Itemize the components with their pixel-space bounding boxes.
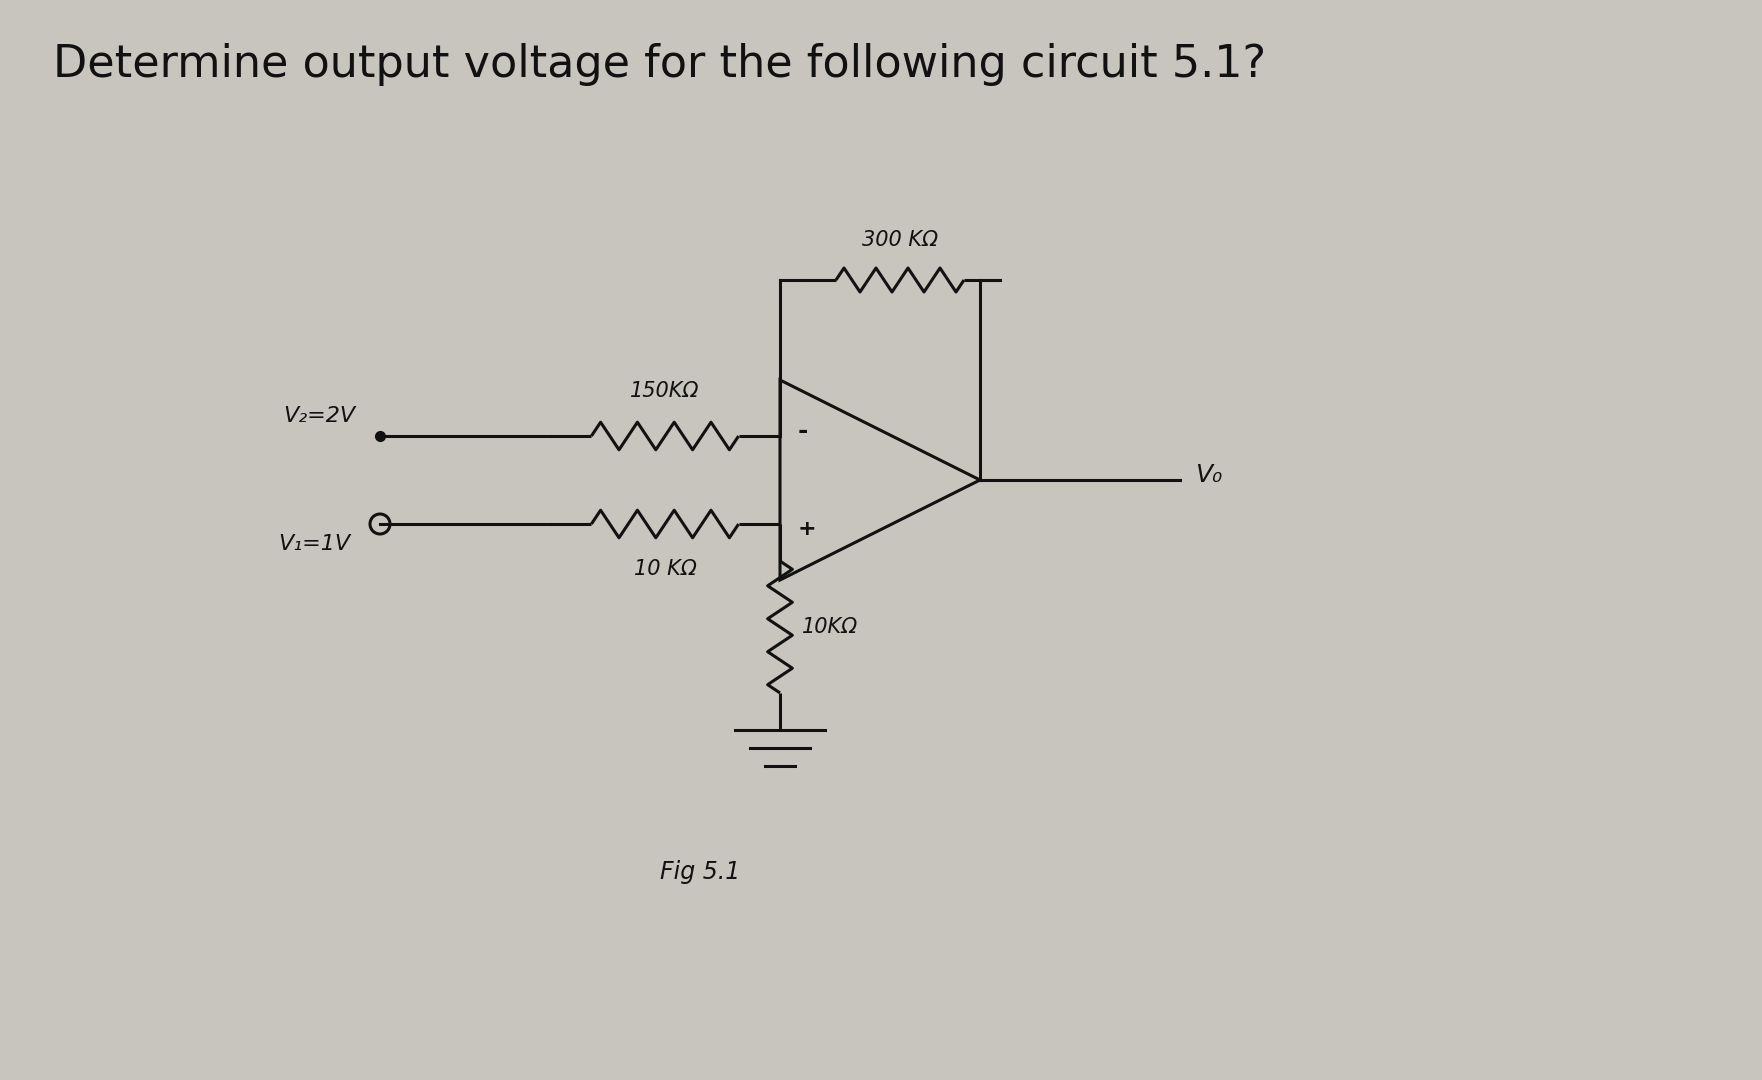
Text: 10 KΩ: 10 KΩ [634,559,696,579]
Text: +: + [798,519,816,539]
Text: Fig 5.1: Fig 5.1 [661,860,740,885]
Text: -: - [798,419,809,443]
Text: Determine output voltage for the following circuit 5.1?: Determine output voltage for the followi… [53,43,1265,86]
Text: 150KΩ: 150KΩ [631,381,700,401]
Text: V₀: V₀ [1195,463,1223,487]
Text: 10KΩ: 10KΩ [802,617,858,637]
Text: 300 KΩ: 300 KΩ [862,230,937,249]
Text: V₁=1V: V₁=1V [278,534,351,554]
Text: V₂=2V: V₂=2V [284,406,354,426]
